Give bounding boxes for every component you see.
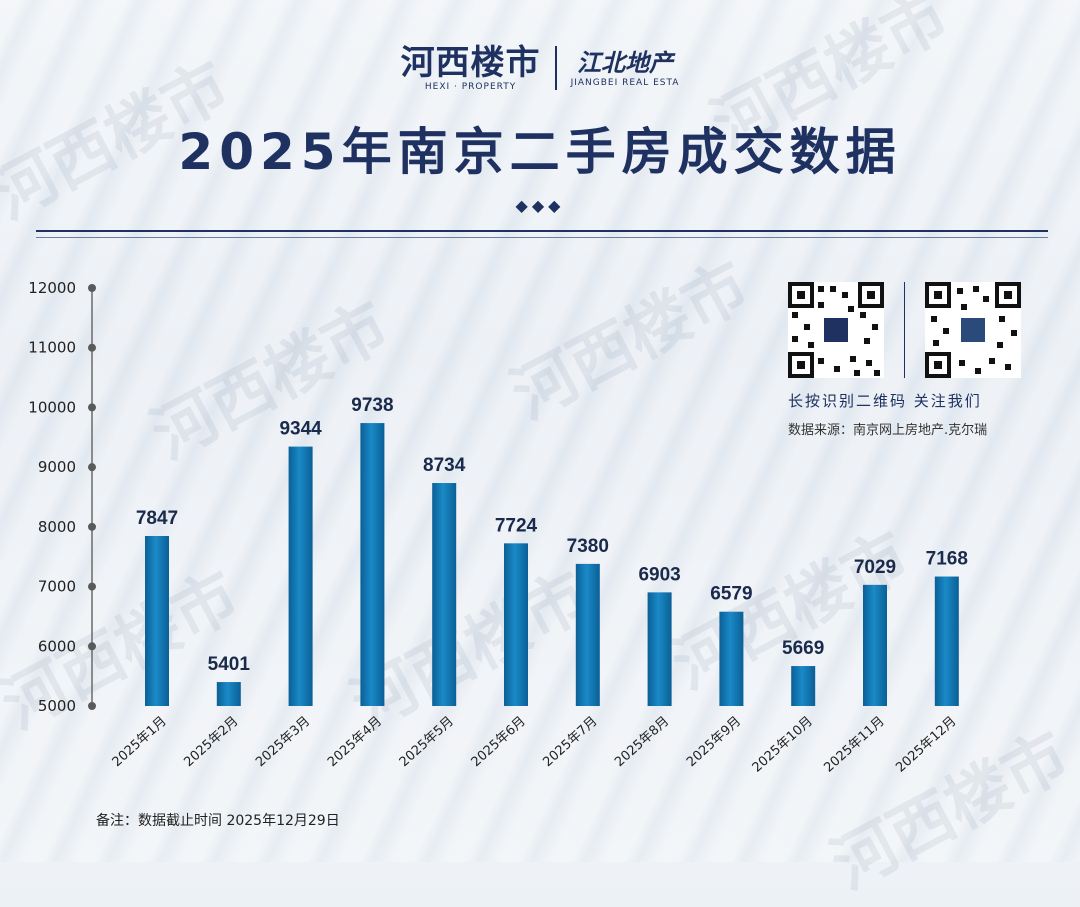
y-tick-mark xyxy=(88,702,96,710)
data-label: 7029 xyxy=(854,557,896,578)
bar-chart: 5000 6000 7000 8000 9000 10000 11000 12000 7847 2… xyxy=(28,279,968,776)
y-tick-label: 11000 xyxy=(28,339,76,357)
footnote: 备注：数据截止时间 2025年12月29日 xyxy=(96,813,340,829)
y-tick-mark xyxy=(88,582,96,591)
divider-thick xyxy=(36,230,1048,232)
x-tick-label: 2025年11月 xyxy=(821,714,887,776)
bar xyxy=(216,682,241,706)
y-tick-label: 8000 xyxy=(38,518,76,536)
x-tick-label: 2025年6月 xyxy=(469,714,529,770)
bar xyxy=(504,543,528,706)
y-tick-label: 6000 xyxy=(38,637,76,655)
page-title: 2025年南京二手房成交数据 xyxy=(178,123,902,181)
bar xyxy=(145,535,169,706)
x-tick-label: 2025年12月 xyxy=(893,714,959,776)
data-label: 7168 xyxy=(926,549,968,570)
data-label: 9344 xyxy=(279,419,322,440)
data-label: 7724 xyxy=(495,515,538,536)
bar xyxy=(791,666,816,706)
y-tick-mark xyxy=(88,284,96,292)
bar xyxy=(288,446,313,706)
y-tick-label: 9000 xyxy=(38,458,76,476)
y-tick-label: 5000 xyxy=(38,697,76,715)
x-tick-label: 2025年7月 xyxy=(540,714,600,770)
x-tick-label: 2025年5月 xyxy=(397,714,457,770)
background xyxy=(0,0,1080,862)
jiangbei-logo: 江北地产 JIANGBEI REAL ESTA xyxy=(571,48,680,88)
hexi-logo-subtext: HEXI · PROPERTY xyxy=(424,82,517,92)
x-tick-label: 2025年8月 xyxy=(612,714,672,770)
y-tick-mark xyxy=(88,343,96,352)
bar xyxy=(934,576,959,706)
divider-thin xyxy=(36,237,1048,238)
y-tick-mark xyxy=(88,403,96,412)
y-tick-mark xyxy=(88,642,96,651)
bar xyxy=(360,423,385,706)
qr-caption: 长按识别二维码 关注我们 xyxy=(788,392,982,410)
x-tick-label: 2025年10月 xyxy=(750,714,816,776)
data-label: 8734 xyxy=(423,455,466,476)
data-label: 7847 xyxy=(136,508,178,529)
diamond-decoration: ◆◆◆ xyxy=(515,196,565,215)
data-label: 9738 xyxy=(351,395,393,416)
x-tick-label: 2025年2月 xyxy=(181,714,241,770)
data-label: 6579 xyxy=(710,584,752,605)
hexi-logo: 河西楼市 HEXI · PROPERTY xyxy=(401,44,541,92)
x-tick-label: 2025年3月 xyxy=(253,714,313,770)
y-tick-label: 12000 xyxy=(28,279,76,297)
y-tick-mark xyxy=(88,463,96,472)
data-label: 7380 xyxy=(567,536,609,557)
hexi-logo-text: 河西楼市 xyxy=(400,43,541,83)
bar xyxy=(647,592,672,706)
bar xyxy=(719,611,744,706)
y-tick-mark xyxy=(88,522,96,531)
qr-code-hexi[interactable] xyxy=(788,282,884,378)
header-logos: 河西楼市 HEXI · PROPERTY 江北地产 JIANGBEI REAL … xyxy=(0,44,1080,92)
data-label: 5669 xyxy=(782,638,824,659)
bar xyxy=(432,483,457,706)
data-source: 数据来源：南京网上房地产.克尔瑞 xyxy=(788,423,988,438)
qr-code-jiangbei[interactable] xyxy=(925,282,1021,378)
x-tick-label: 2025年9月 xyxy=(684,714,744,770)
bar xyxy=(863,584,887,706)
qr-separator xyxy=(904,282,905,378)
data-label: 6903 xyxy=(638,564,680,585)
x-tick-label: 2025年4月 xyxy=(325,714,385,770)
jiangbei-logo-text: 江北地产 xyxy=(577,49,673,77)
logo-divider xyxy=(554,46,557,90)
data-label: 5401 xyxy=(208,654,251,675)
x-tick-label: 2025年1月 xyxy=(110,714,170,770)
jiangbei-logo-subtext: JIANGBEI REAL ESTA xyxy=(570,78,680,88)
y-tick-label: 7000 xyxy=(38,578,76,596)
qr-panel: 长按识别二维码 关注我们 数据来源：南京网上房地产.克尔瑞 xyxy=(788,282,1028,438)
bar xyxy=(575,563,600,706)
y-tick-label: 10000 xyxy=(28,398,76,416)
